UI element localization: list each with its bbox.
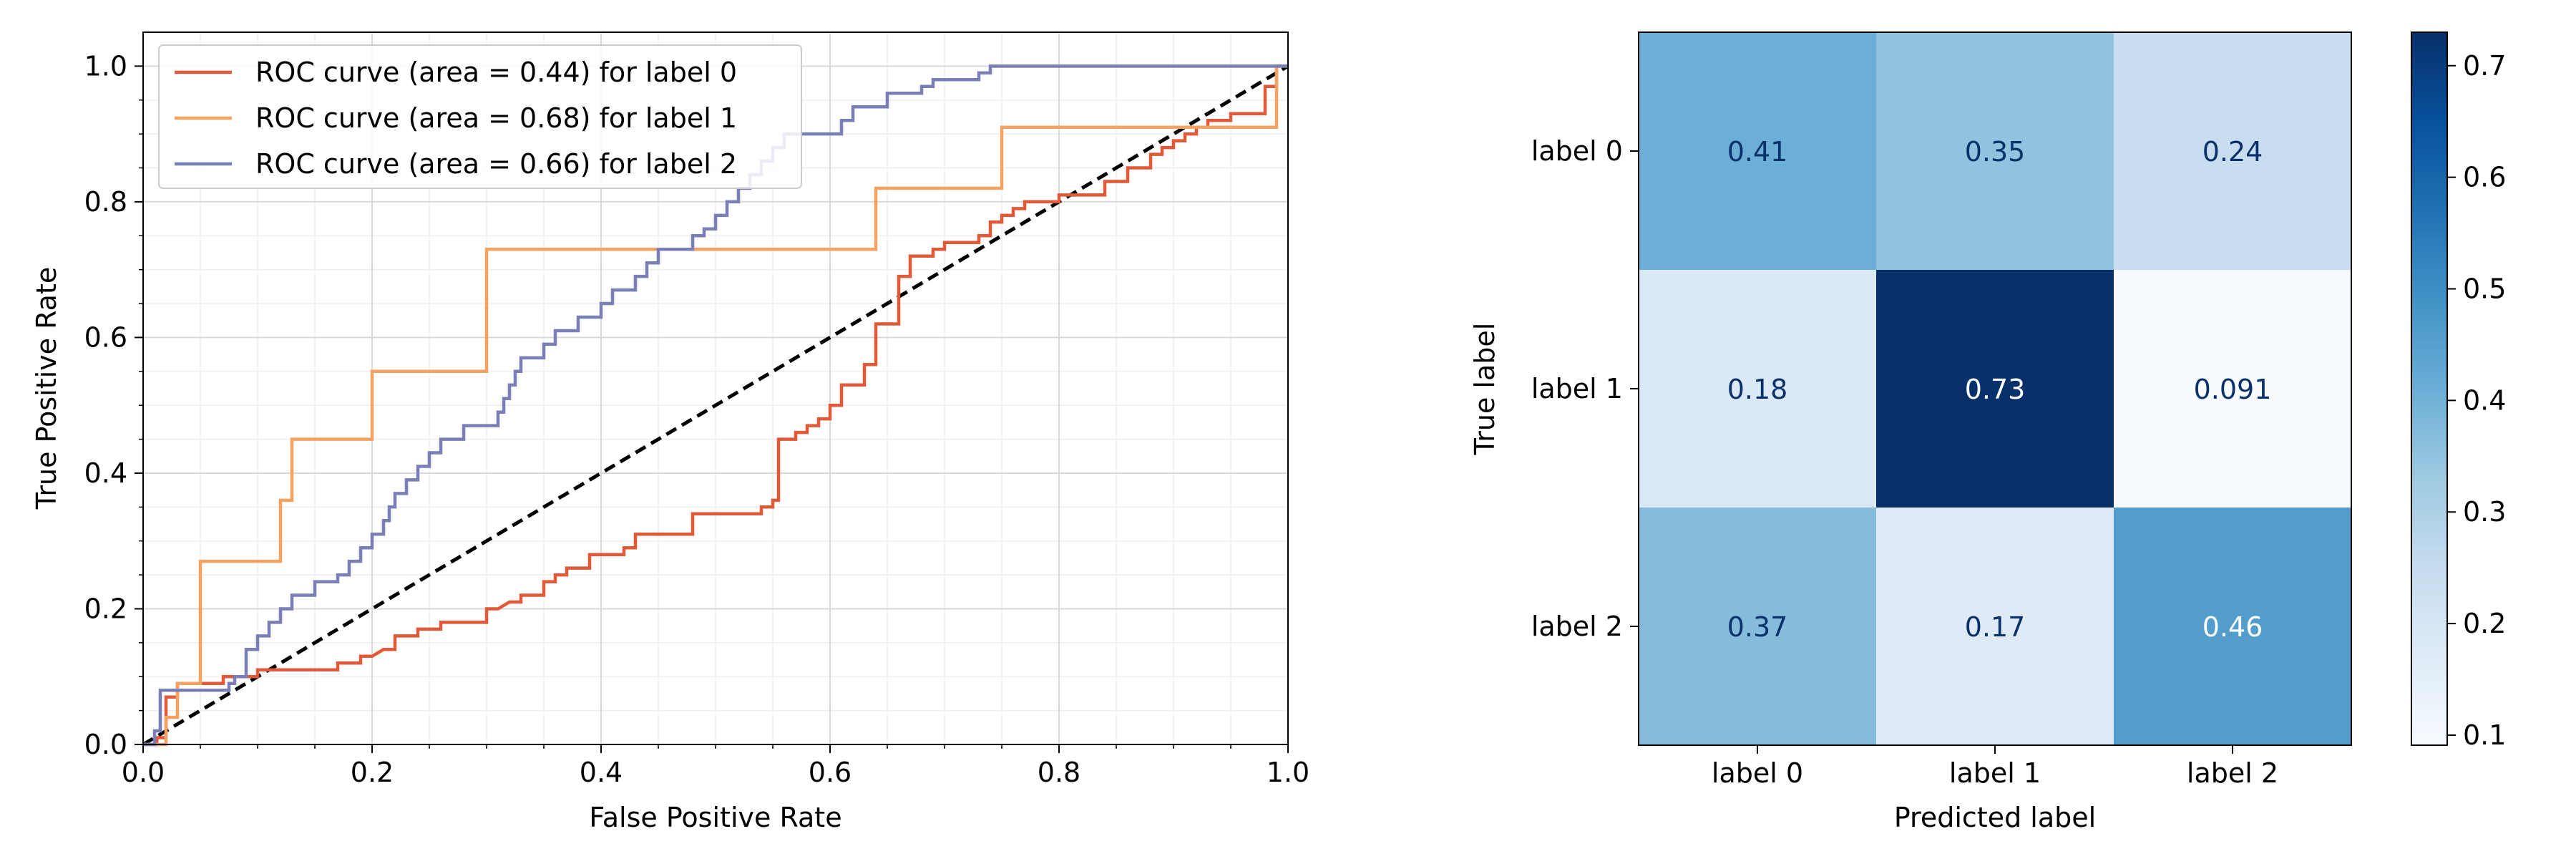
cm-x-tick-label: label 0 xyxy=(1712,757,1803,789)
y-tick-label: 0.2 xyxy=(84,593,127,624)
cm-cell-value: 0.41 xyxy=(1727,136,1788,168)
confusion-matrix-cells: 0.41 0.35 0.24 0.18 0.73 0.091 0.37 0.17 0.46 xyxy=(1639,32,2351,745)
y-tick-label: 0.4 xyxy=(84,457,127,489)
cm-cell-value: 0.091 xyxy=(2194,374,2272,405)
colorbar-tick-label: 0.1 xyxy=(2463,719,2506,751)
colorbar-tick-label: 0.7 xyxy=(2463,50,2506,82)
cm-cell xyxy=(1876,32,2114,270)
x-tick-label: 0.4 xyxy=(580,757,623,788)
cm-cell xyxy=(1639,508,1876,745)
roc-chart: 0.0 0.2 0.4 0.6 0.8 1.0 0.0 0.2 0.4 0.6 0.8 1.0 Fa… xyxy=(31,31,1309,833)
cm-x-ticks: label 0 label 1 label 2 xyxy=(1712,745,2278,789)
roc-x-ticks: 0.0 0.2 0.4 0.6 0.8 1.0 xyxy=(122,744,1309,788)
cm-cell xyxy=(1639,270,1876,508)
roc-y-ticks: 0.0 0.2 0.4 0.6 0.8 1.0 xyxy=(84,50,143,760)
roc-series-lines xyxy=(143,64,1288,747)
confusion-matrix: 0.41 0.35 0.24 0.18 0.73 0.091 0.37 0.17 0.46 la… xyxy=(1469,31,2352,833)
legend-label: ROC curve (area = 0.44) for label 0 xyxy=(255,57,737,88)
legend-label: ROC curve (area = 0.66) for label 2 xyxy=(255,148,737,180)
roc-y-axis-label: True Positive Rate xyxy=(31,267,62,510)
colorbar-tick-label: 0.2 xyxy=(2463,608,2506,639)
x-tick-label: 1.0 xyxy=(1267,757,1309,788)
x-tick-label: 0.8 xyxy=(1038,757,1080,788)
roc-series-0-line xyxy=(143,64,1288,747)
cm-cell-value: 0.37 xyxy=(1727,611,1788,643)
x-tick-label: 0.0 xyxy=(122,757,165,788)
roc-legend: ROC curve (area = 0.44) for label 0 ROC c… xyxy=(158,44,802,189)
cm-y-tick-label: label 2 xyxy=(1531,611,1623,642)
cm-cell-value: 0.18 xyxy=(1727,374,1788,405)
cm-cell-value: 0.73 xyxy=(1965,374,2026,405)
y-tick-label: 1.0 xyxy=(84,50,127,82)
roc-reference-line xyxy=(142,64,1289,747)
cm-cell-value: 0.17 xyxy=(1965,611,2026,643)
cm-x-tick-label: label 2 xyxy=(2187,757,2278,789)
colorbar-tick-label: 0.6 xyxy=(2463,162,2506,193)
cm-y-ticks: label 0 label 1 label 2 xyxy=(1531,135,1639,642)
x-tick-label: 0.6 xyxy=(809,757,852,788)
colorbar-tick-label: 0.5 xyxy=(2463,273,2506,304)
x-tick-label: 0.2 xyxy=(351,757,394,788)
chance-diagonal-line xyxy=(142,64,1289,747)
cm-cell xyxy=(2114,32,2351,270)
cm-x-axis-label: Predicted label xyxy=(1894,802,2096,833)
legend-box xyxy=(158,44,802,189)
colorbar-tick-label: 0.4 xyxy=(2463,384,2506,416)
cm-cell xyxy=(2114,270,2351,508)
colorbar-tick-label: 0.3 xyxy=(2463,496,2506,528)
cm-cell-value: 0.46 xyxy=(2202,611,2263,643)
colorbar: 0.1 0.2 0.3 0.4 0.5 0.6 0.7 xyxy=(2411,31,2506,751)
cm-cell-value: 0.35 xyxy=(1965,136,2026,168)
y-tick-label: 0.8 xyxy=(84,186,127,218)
cm-cell xyxy=(1639,32,1876,270)
y-tick-label: 0.0 xyxy=(84,729,127,760)
cm-cell xyxy=(1876,508,2114,745)
colorbar-gradient xyxy=(2411,31,2448,746)
cm-y-axis-label: True label xyxy=(1469,323,1501,456)
cm-cell xyxy=(1876,270,2114,508)
cm-cell-value: 0.24 xyxy=(2202,136,2263,168)
roc-series-2-line xyxy=(143,64,1288,747)
cm-y-tick-label: label 0 xyxy=(1531,135,1623,167)
cm-y-tick-label: label 1 xyxy=(1531,373,1623,404)
cm-x-tick-label: label 1 xyxy=(1949,757,2041,789)
cm-cell xyxy=(2114,508,2351,745)
legend-label: ROC curve (area = 0.68) for label 1 xyxy=(255,102,737,134)
y-tick-label: 0.6 xyxy=(84,321,127,353)
roc-x-axis-label: False Positive Rate xyxy=(589,802,841,833)
colorbar-ticks: 0.1 0.2 0.3 0.4 0.5 0.6 0.7 xyxy=(2447,50,2506,751)
roc-series-1-line xyxy=(143,64,1288,747)
